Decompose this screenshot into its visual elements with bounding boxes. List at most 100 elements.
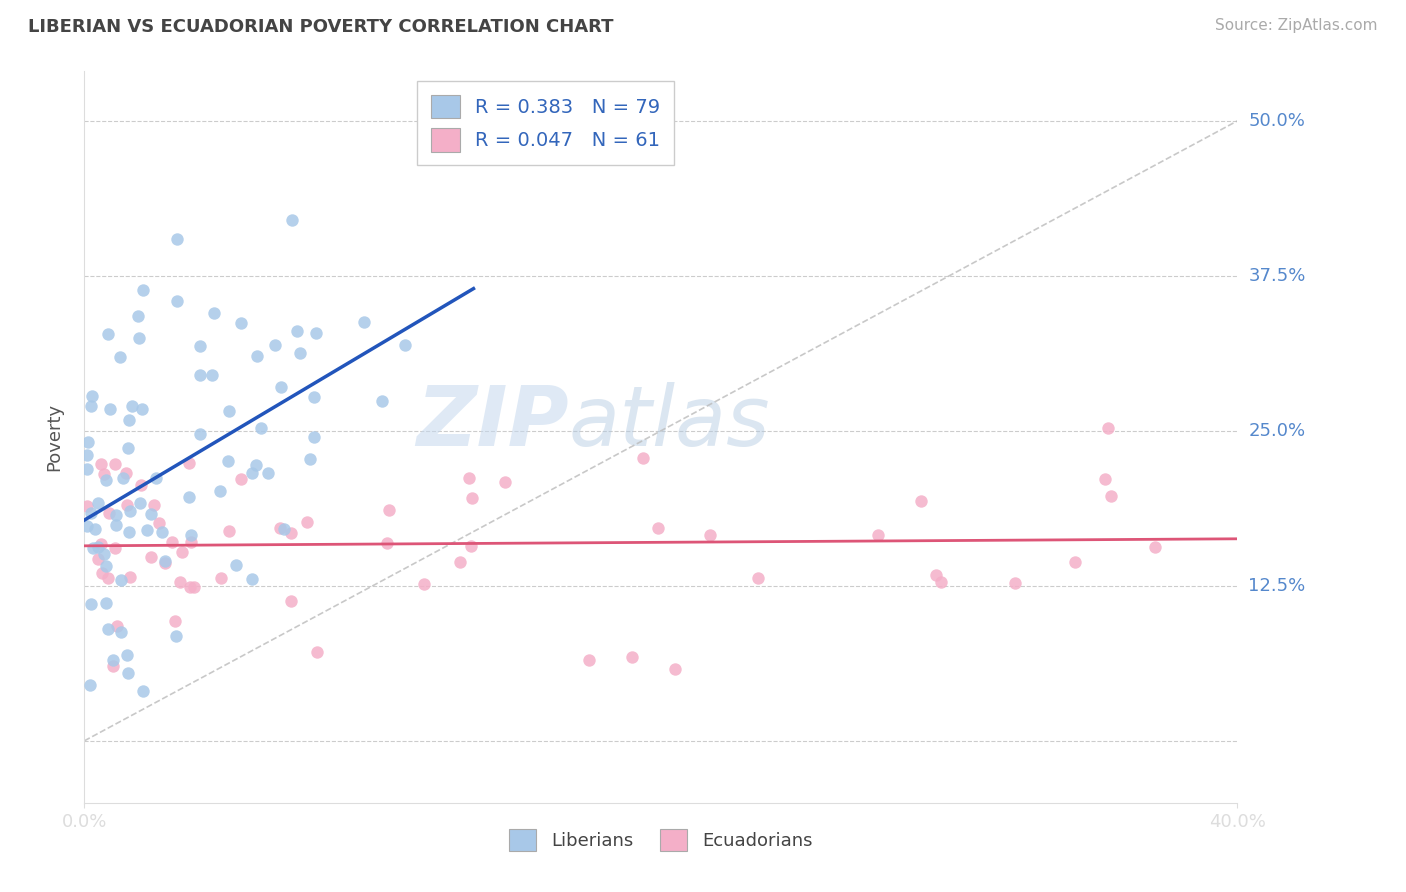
Point [82, 389, 104, 403]
Text: atlas: atlas [568, 382, 770, 463]
Point [699, 528, 721, 542]
Point [270, 380, 292, 394]
Point [115, 466, 138, 480]
Point [153, 557, 176, 571]
Point [82, 541, 104, 556]
Point [353, 315, 375, 329]
Point [150, 525, 173, 540]
Point [302, 390, 325, 404]
Point [290, 345, 312, 359]
Point [90, 457, 112, 471]
Text: 12.5%: 12.5% [1249, 577, 1306, 595]
Point [229, 316, 252, 330]
Point [188, 427, 211, 442]
Point [166, 232, 188, 246]
Point [188, 339, 211, 353]
Point [132, 283, 155, 297]
Point [148, 516, 170, 531]
Legend: Liberians, Ecuadorians: Liberians, Ecuadorians [501, 820, 821, 860]
Point [127, 309, 149, 323]
Point [118, 570, 141, 584]
Point [747, 571, 769, 585]
Point [280, 525, 302, 540]
Point [257, 466, 280, 480]
Point [180, 528, 202, 542]
Point [281, 213, 304, 227]
Point [141, 550, 163, 565]
Point [177, 456, 200, 470]
Point [103, 457, 125, 471]
Point [160, 535, 183, 549]
Point [101, 659, 124, 673]
Point [1004, 575, 1026, 590]
Point [273, 522, 295, 536]
Point [664, 662, 686, 676]
Point [305, 326, 328, 340]
Point [80, 506, 103, 520]
Point [377, 502, 399, 516]
Text: 37.5%: 37.5% [1249, 267, 1306, 285]
Point [105, 619, 128, 633]
Point [118, 524, 141, 539]
Point [924, 567, 946, 582]
Point [1097, 421, 1119, 435]
Point [170, 545, 193, 559]
Text: Source: ZipAtlas.com: Source: ZipAtlas.com [1215, 18, 1378, 33]
Point [868, 528, 890, 542]
Point [209, 571, 232, 585]
Point [460, 539, 482, 553]
Point [79, 678, 101, 692]
Point [129, 496, 152, 510]
Point [179, 580, 201, 594]
Point [910, 494, 932, 508]
Point [1094, 472, 1116, 486]
Point [131, 401, 153, 416]
Point [142, 498, 165, 512]
Point [621, 649, 644, 664]
Point [104, 508, 127, 522]
Point [180, 535, 202, 549]
Point [80, 598, 103, 612]
Text: LIBERIAN VS ECUADORIAN POVERTY CORRELATION CHART: LIBERIAN VS ECUADORIAN POVERTY CORRELATI… [28, 18, 613, 36]
Point [117, 441, 139, 455]
Point [166, 293, 188, 308]
Point [1099, 489, 1122, 503]
Point [285, 324, 308, 338]
Point [80, 399, 103, 413]
Point [128, 331, 150, 345]
Point [93, 467, 115, 482]
Point [97, 571, 120, 585]
Point [110, 624, 132, 639]
Point [295, 515, 318, 529]
Point [155, 554, 177, 568]
Point [112, 471, 135, 485]
Point [201, 368, 224, 383]
Point [104, 541, 127, 556]
Point [76, 500, 98, 514]
Point [1064, 556, 1087, 570]
Point [136, 524, 159, 538]
Point [217, 454, 239, 468]
Point [225, 558, 247, 572]
Y-axis label: Poverty: Poverty [45, 403, 63, 471]
Point [209, 483, 232, 498]
Point [165, 614, 187, 628]
Point [371, 393, 394, 408]
Point [117, 665, 139, 680]
Point [132, 684, 155, 698]
Point [229, 472, 252, 486]
Point [87, 540, 110, 554]
Point [494, 475, 516, 490]
Point [86, 552, 108, 566]
Point [117, 498, 139, 512]
Point [188, 368, 211, 383]
Point [413, 577, 436, 591]
Point [93, 547, 115, 561]
Point [98, 506, 121, 520]
Point [202, 306, 225, 320]
Point [96, 473, 118, 487]
Point [129, 477, 152, 491]
Point [104, 518, 127, 533]
Point [76, 462, 98, 476]
Point [83, 522, 105, 536]
